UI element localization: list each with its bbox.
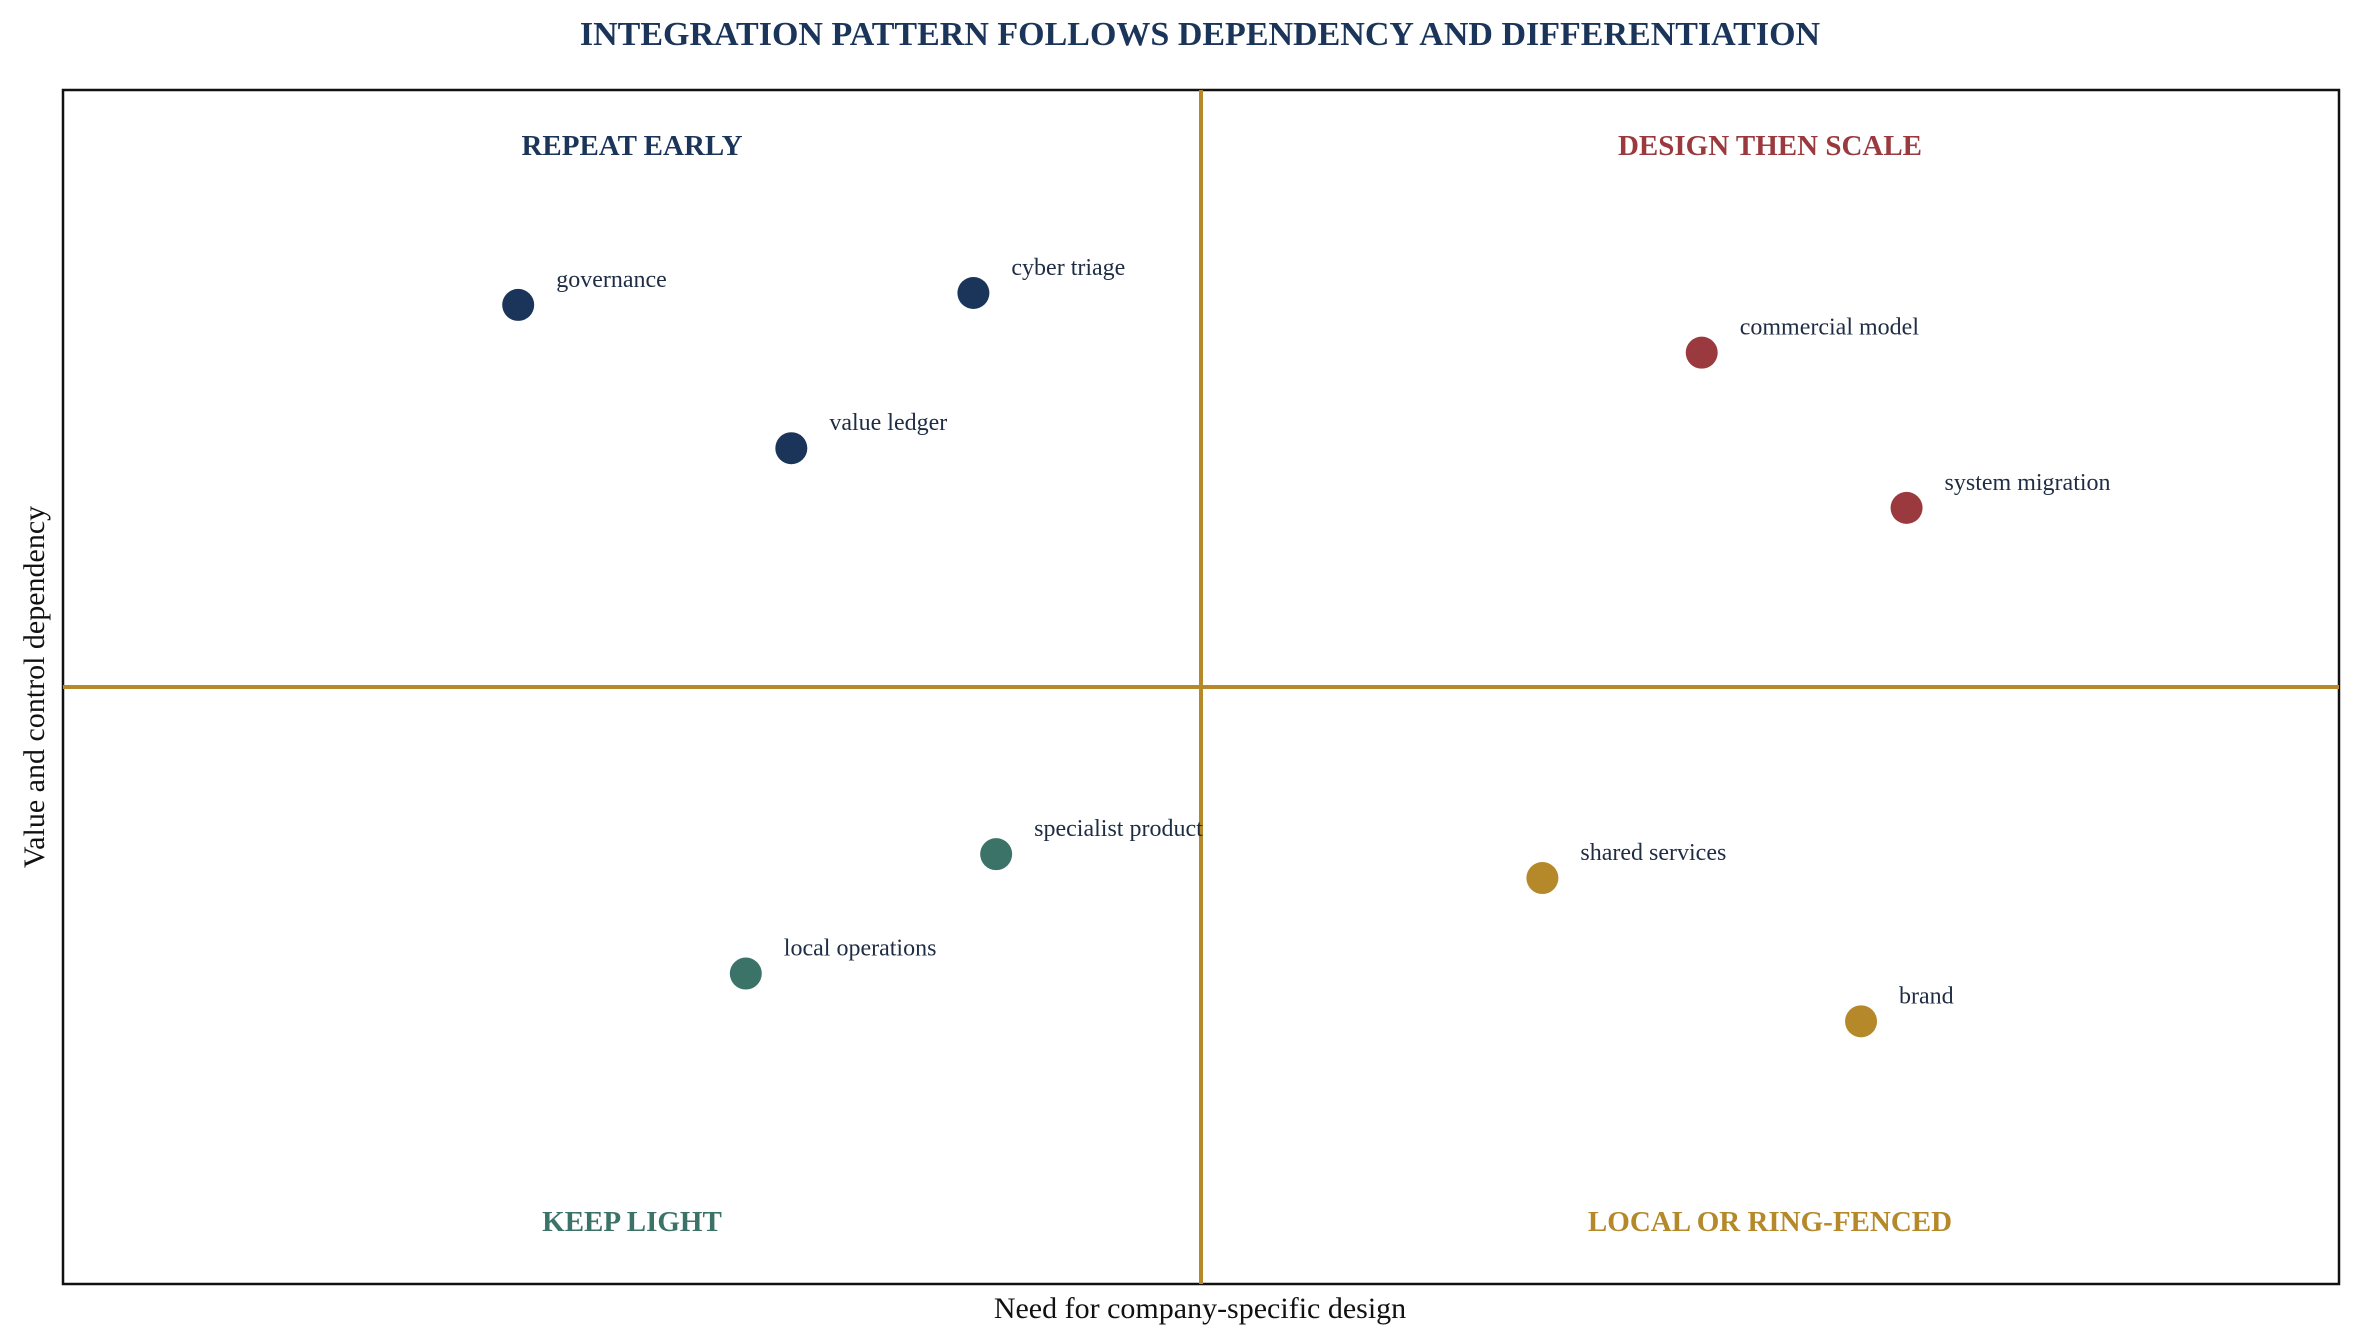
point-label-specialist-product: specialist product [1034,816,1203,842]
quadrant-label-top-left: REPEAT EARLY [521,130,742,162]
point-marker-commercial-model [1685,336,1718,369]
point-marker-brand [1845,1005,1878,1038]
point-marker-governance [502,288,535,321]
quadrant-label-bottom-right: LOCAL OR RING-FENCED [1588,1206,1952,1238]
point-label-shared-services: shared services [1580,840,1726,866]
point-label-system-migration: system migration [1945,470,2111,496]
point-marker-shared-services [1526,862,1559,895]
quadrant-label-top-right: DESIGN THEN SCALE [1618,130,1922,162]
point-marker-value-ledger [775,432,808,465]
point-label-value-ledger: value ledger [829,410,947,436]
point-marker-cyber-triage [957,276,990,309]
chart-title: INTEGRATION PATTERN FOLLOWS DEPENDENCY A… [580,16,1821,53]
point-label-cyber-triage: cyber triage [1011,255,1125,281]
quadrant-label-bottom-left: KEEP LIGHT [542,1206,722,1238]
y-axis-label: Value and control dependency [18,506,51,868]
point-marker-local-operations [729,957,762,990]
point-label-brand: brand [1899,983,1954,1009]
x-axis-label: Need for company-specific design [994,1292,1406,1325]
point-marker-system-migration [1890,491,1923,524]
data-points: governance cyber triage value ledger commer… [502,255,2111,1038]
point-label-local-operations: local operations [784,936,937,962]
point-label-commercial-model: commercial model [1740,315,1920,341]
quadrant-dividers [63,90,2339,1284]
point-marker-specialist-product [980,838,1013,871]
point-label-governance: governance [556,267,667,293]
quadrant-labels: REPEAT EARLY DESIGN THEN SCALE KEEP LIGHT L… [521,130,1952,1238]
